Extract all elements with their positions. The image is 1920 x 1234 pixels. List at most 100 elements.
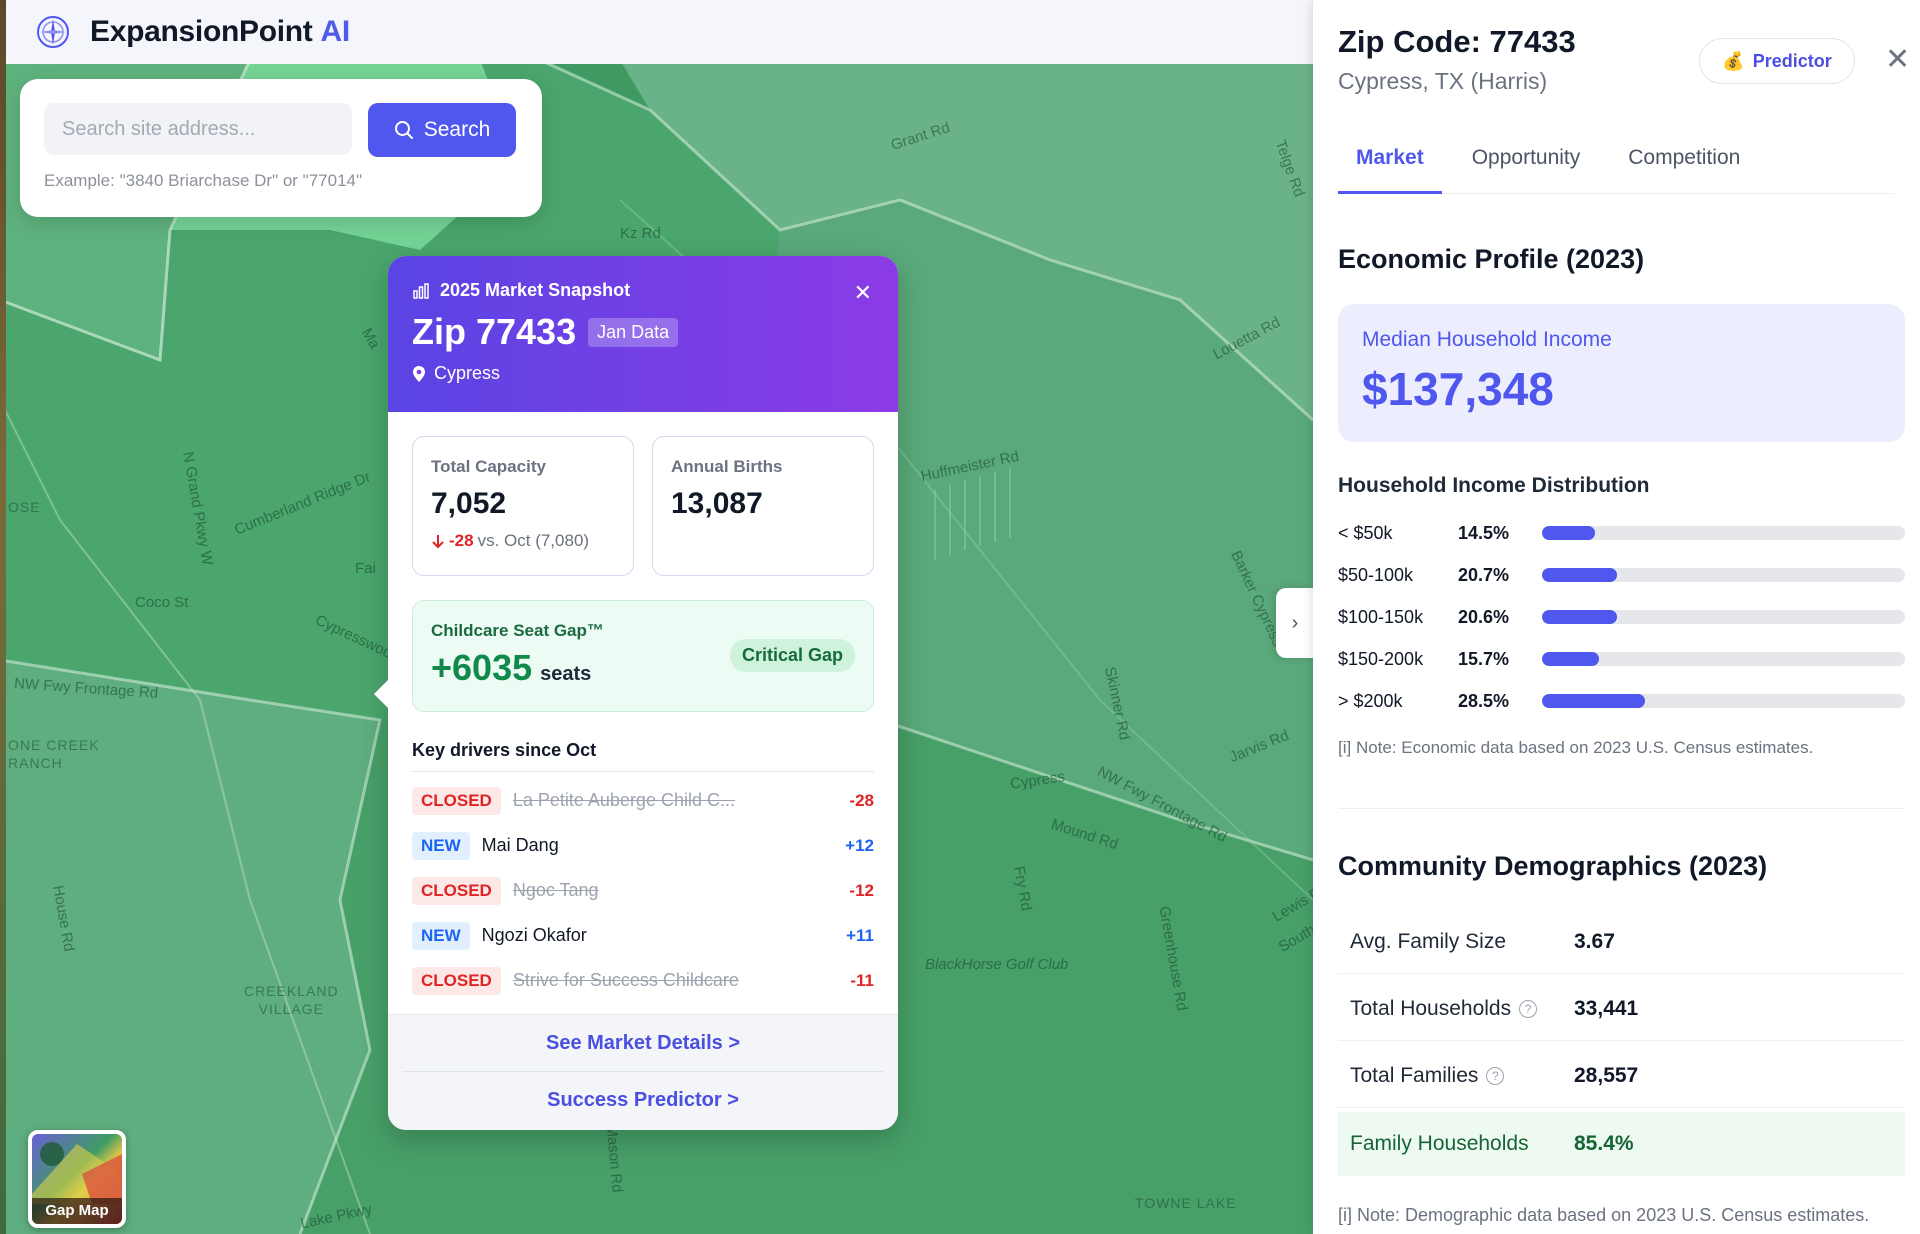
income-bracket-row: > $200k 28.5% — [1338, 686, 1905, 716]
driver-item[interactable]: CLOSED La Petite Auberge Child C... -28 — [412, 778, 874, 823]
capacity-change-suffix: vs. Oct (7,080) — [477, 531, 590, 550]
data-period-badge: Jan Data — [588, 317, 679, 347]
status-badge: CLOSED — [412, 876, 501, 905]
popup-header: 2025 Market Snapshot ✕ Zip 77433 Jan Dat… — [388, 256, 898, 412]
annual-births-value: 13,087 — [671, 487, 763, 520]
stat-label: Total Capacity — [431, 457, 546, 476]
see-market-details-link[interactable]: See Market Details > — [546, 1032, 740, 1054]
status-badge: NEW — [412, 831, 470, 860]
bracket-percent: 28.5% — [1458, 690, 1510, 711]
search-button[interactable]: Search — [368, 103, 516, 157]
tab-opportunity[interactable]: Opportunity — [1471, 146, 1581, 169]
success-predictor-link[interactable]: Success Predictor > — [547, 1089, 739, 1111]
zip-details-panel: Zip Code: 77433 Cypress, TX (Harris) 💰 P… — [1313, 0, 1920, 1234]
money-bag-icon: 💰 — [1722, 50, 1745, 71]
help-icon[interactable]: ? — [1519, 999, 1538, 1018]
annual-births-card: Annual Births 13,087 — [652, 436, 874, 576]
driver-item[interactable]: CLOSED Ngoc Tang -12 — [412, 868, 874, 913]
demographic-value: 85.4% — [1574, 1132, 1634, 1155]
search-input[interactable] — [44, 103, 352, 155]
bracket-bar-track — [1542, 694, 1905, 708]
bracket-label: $150-200k — [1338, 648, 1424, 669]
income-bracket-row: $100-150k 20.6% — [1338, 602, 1905, 632]
bracket-bar-fill — [1542, 652, 1599, 666]
driver-item[interactable]: CLOSED Strive for Success Childcare -11 — [412, 958, 874, 1003]
map-landmark-label: BlackHorse Golf Club — [925, 956, 1069, 973]
top-app-bar: ExpansionPoint AI — [6, 0, 1313, 64]
driver-name: Mai Dang — [481, 835, 559, 855]
panel-toggle-button[interactable]: › — [1276, 588, 1314, 658]
median-income-value: $137,348 — [1362, 363, 1554, 415]
bar-chart-icon — [413, 282, 429, 299]
predictor-button[interactable]: 💰 Predictor — [1699, 38, 1855, 84]
bracket-bar-fill — [1542, 610, 1617, 624]
driver-name: Strive for Success Childcare — [512, 970, 739, 990]
bracket-label: $100-150k — [1338, 606, 1424, 627]
arrow-down-icon — [432, 535, 444, 549]
footer-divider — [402, 1071, 884, 1072]
close-icon[interactable]: ✕ — [1885, 43, 1911, 76]
tab-market[interactable]: Market — [1338, 140, 1442, 194]
driver-item[interactable]: NEW Ngozi Okafor +11 — [412, 913, 874, 958]
community-demographics-title: Community Demographics (2023) — [1338, 851, 1768, 881]
income-bracket-row: $150-200k 15.7% — [1338, 644, 1905, 674]
bracket-bar-fill — [1542, 694, 1646, 708]
compass-icon — [37, 16, 69, 48]
close-icon[interactable]: ✕ — [853, 280, 872, 305]
snapshot-title: 2025 Market Snapshot — [440, 280, 631, 300]
demographic-row-highlight: Family Households 85.4% — [1338, 1112, 1905, 1176]
demographic-value: 3.67 — [1574, 929, 1615, 953]
tab-competition[interactable]: Competition — [1628, 146, 1741, 169]
median-income-label: Median Household Income — [1362, 328, 1612, 351]
panel-title: Zip Code: 77433 — [1338, 24, 1576, 59]
search-card: Search Example: "3840 Briarchase Dr" or … — [20, 79, 542, 217]
brand-title: ExpansionPoint AI — [90, 15, 350, 49]
bracket-percent: 20.6% — [1458, 606, 1510, 627]
demographic-label: Total Families? — [1350, 1064, 1574, 1088]
demographic-note: [i] Note: Demographic data based on 2023… — [1338, 1205, 1870, 1225]
gap-map-label: Gap Map — [32, 1198, 122, 1224]
demographic-row: Total Households? 33,441 — [1338, 977, 1905, 1041]
driver-name: La Petite Auberge Child C... — [512, 790, 735, 810]
demographic-label-text: Total Families — [1350, 1063, 1479, 1087]
gap-map-layer-button[interactable]: Gap Map — [28, 1130, 126, 1228]
brand-name: ExpansionPoint — [90, 15, 313, 48]
chevron-right-icon: › — [1291, 611, 1299, 634]
bracket-percent: 15.7% — [1458, 648, 1510, 669]
map-edge-strip — [0, 0, 6, 1234]
market-snapshot-popup: 2025 Market Snapshot ✕ Zip 77433 Jan Dat… — [374, 256, 898, 1130]
search-icon — [394, 121, 413, 139]
total-capacity-value: 7,052 — [431, 487, 507, 520]
bracket-label: > $200k — [1338, 690, 1403, 711]
median-income-card: Median Household Income $137,348 — [1338, 304, 1905, 442]
driver-item[interactable]: NEW Mai Dang +12 — [412, 823, 874, 868]
total-capacity-card: Total Capacity 7,052 -28 vs. Oct (7,080) — [412, 436, 634, 576]
map-road-label: Fai — [355, 560, 376, 577]
help-icon[interactable]: ? — [1486, 1066, 1505, 1085]
status-badge: CLOSED — [412, 786, 501, 815]
demographic-row: Total Families? 28,557 — [1338, 1044, 1905, 1108]
driver-delta: -28 — [849, 790, 874, 810]
critical-gap-badge: Critical Gap — [729, 639, 855, 672]
bracket-bar-fill — [1542, 568, 1618, 582]
bracket-label: $50-100k — [1338, 564, 1414, 585]
seat-gap-label: Childcare Seat Gap™ — [431, 621, 604, 640]
popup-pointer — [374, 680, 388, 708]
brand-accent: AI — [320, 15, 351, 48]
map-area-label: CREEKLAND VILLAGE — [244, 983, 339, 1017]
drivers-list: CLOSED La Petite Auberge Child C... -28 … — [412, 778, 874, 1003]
income-bracket-row: < $50k 14.5% — [1338, 518, 1905, 548]
bracket-percent: 20.7% — [1458, 564, 1510, 585]
map-thumbnail-icon — [32, 1142, 122, 1204]
bracket-bar-track — [1542, 526, 1905, 540]
snapshot-zip: Zip 77433 — [412, 311, 577, 352]
economic-profile-title: Economic Profile (2023) — [1338, 244, 1645, 274]
demographic-label-text: Family Households — [1350, 1132, 1529, 1155]
demographic-row: Avg. Family Size 3.67 — [1338, 910, 1905, 974]
demographic-label: Family Households — [1350, 1132, 1574, 1156]
capacity-change-value: -28 — [449, 531, 474, 550]
map-area-label: ONE CREEK RANCH — [8, 737, 100, 771]
map-road-label: Kz Rd — [620, 225, 661, 242]
snapshot-city: Cypress — [434, 363, 501, 383]
location-pin-icon — [413, 365, 425, 382]
